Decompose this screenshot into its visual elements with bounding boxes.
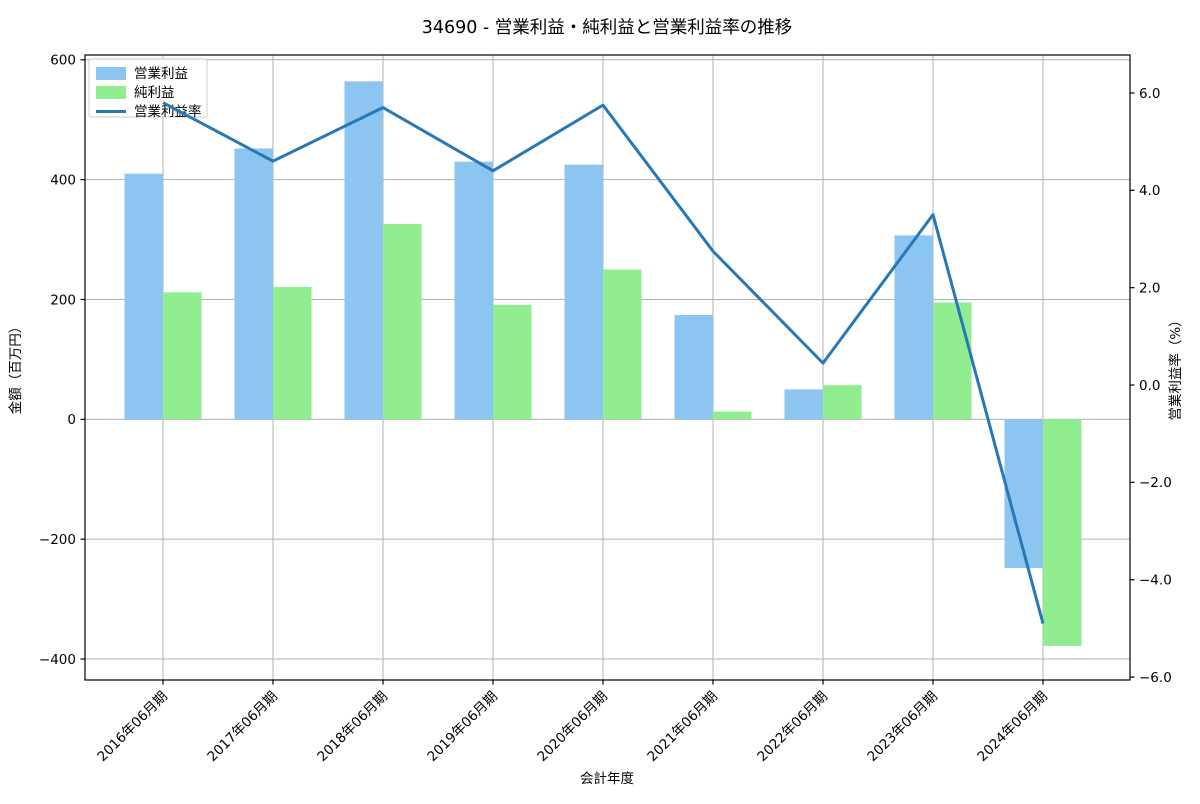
operating-profit-bar bbox=[674, 315, 713, 420]
plot-frame bbox=[84, 54, 1131, 681]
x-tick-label: 2022年06月期 bbox=[754, 689, 830, 765]
y-tick-label-left: −400 bbox=[39, 652, 76, 668]
x-tick-label: 2023年06月期 bbox=[864, 689, 940, 765]
net-profit-bar bbox=[273, 286, 312, 420]
x-axis-label: 会計年度 bbox=[580, 771, 634, 787]
y-tick-label-right: −2.0 bbox=[1139, 475, 1172, 491]
y-tick-label-left: 400 bbox=[50, 172, 76, 188]
legend-swatch-operating-profit bbox=[96, 67, 126, 80]
net-profit-bar bbox=[603, 269, 642, 420]
y-tick-label-right: −6.0 bbox=[1139, 670, 1172, 686]
operating-profit-bar bbox=[894, 235, 933, 420]
legend-label-net-profit: 純利益 bbox=[134, 85, 175, 101]
operating-profit-bar bbox=[454, 161, 493, 420]
legend: 営業利益 純利益 営業利益率 bbox=[88, 58, 208, 120]
net-profit-bar bbox=[163, 292, 202, 420]
operating-profit-bar bbox=[1004, 419, 1043, 568]
legend-label-operating-profit: 営業利益 bbox=[134, 66, 188, 82]
operating-profit-bar bbox=[124, 173, 163, 420]
y-tick-label-right: 2.0 bbox=[1139, 280, 1160, 296]
x-tick-label: 2020年06月期 bbox=[534, 689, 610, 765]
operating-profit-bar bbox=[564, 164, 603, 420]
x-tick-label: 2024年06月期 bbox=[974, 689, 1050, 765]
legend-swatch-net-profit bbox=[96, 86, 126, 99]
y-tick-label-left: −200 bbox=[39, 532, 76, 548]
net-profit-bar bbox=[493, 304, 532, 420]
net-profit-bar bbox=[933, 302, 972, 420]
y-tick-label-left: 200 bbox=[50, 292, 76, 308]
operating-margin-line bbox=[162, 101, 1045, 624]
y-tick-label-right: 6.0 bbox=[1139, 86, 1160, 102]
y-tick-label-left: 0 bbox=[67, 412, 76, 428]
x-tick-label: 2021年06月期 bbox=[644, 689, 720, 765]
y-axis-label-right: 営業利益率（%） bbox=[1167, 313, 1184, 420]
x-tick-label: 2016年06月期 bbox=[94, 689, 170, 765]
operating-profit-bar bbox=[784, 389, 823, 420]
chart-title: 34690 - 営業利益・純利益と営業利益率の推移 bbox=[422, 18, 793, 38]
net-profit-bar bbox=[383, 223, 422, 420]
x-tick-label: 2019年06月期 bbox=[424, 689, 500, 765]
net-profit-bar bbox=[1043, 419, 1082, 646]
y-tick-label-left: 600 bbox=[50, 53, 76, 69]
y-tick-label-right: −4.0 bbox=[1139, 573, 1172, 589]
net-profit-bar bbox=[823, 385, 862, 420]
y-tick-label-right: 4.0 bbox=[1139, 183, 1160, 199]
net-profit-bar bbox=[713, 411, 752, 420]
y-tick-label-right: 0.0 bbox=[1139, 378, 1160, 394]
x-tick-label: 2017年06月期 bbox=[204, 689, 280, 765]
y-axis-label-left: 金額（百万円） bbox=[8, 320, 24, 415]
operating-profit-bar bbox=[234, 148, 273, 420]
operating-profit-bar bbox=[344, 81, 383, 420]
plot-lower-layer bbox=[85, 55, 1130, 680]
x-tick-label: 2018年06月期 bbox=[314, 689, 390, 765]
